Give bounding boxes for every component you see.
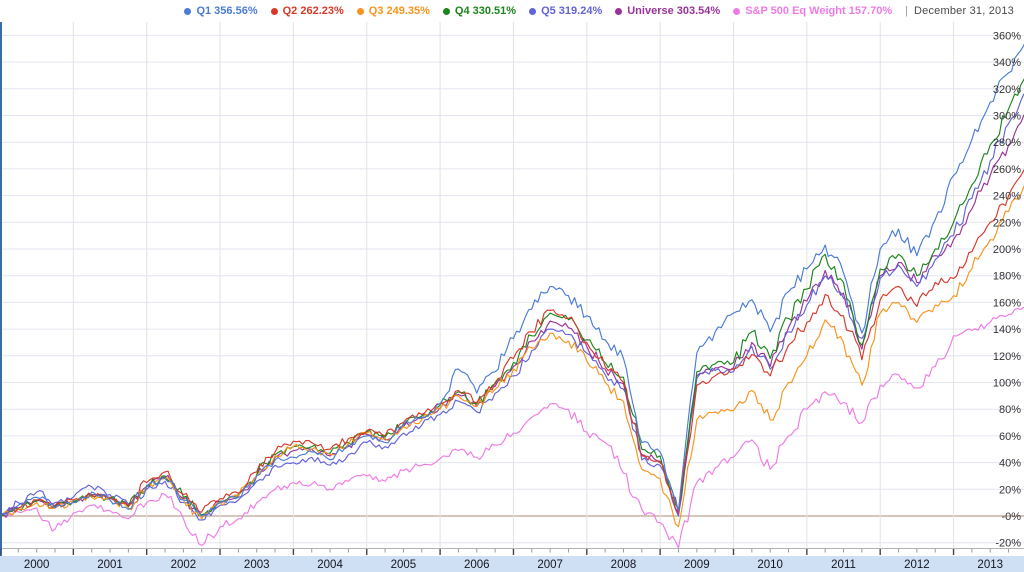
legend-dot-icon xyxy=(615,7,623,15)
series-line-s-p-500-eq-weight xyxy=(0,306,1024,549)
x-axis-year-label: 2009 xyxy=(684,559,710,571)
y-axis-tick-label: 80% xyxy=(999,404,1021,416)
legend-dot-icon xyxy=(184,7,192,15)
y-axis-tick-label: 180% xyxy=(993,271,1021,283)
x-axis-year-label: 2013 xyxy=(977,559,1003,571)
y-axis-tick-label: 360% xyxy=(993,30,1021,42)
y-axis-tick-label: 140% xyxy=(993,324,1021,336)
legend-item-q1[interactable]: Q1 356.56% xyxy=(184,5,258,17)
legend-dot-icon xyxy=(442,7,450,15)
as-of-date-label: December 31, 2013 xyxy=(913,5,1014,17)
y-axis-tick-label: 60% xyxy=(999,431,1021,443)
legend-dot-icon xyxy=(529,7,537,15)
y-axis-tick-label: 300% xyxy=(993,111,1021,123)
series-line-q3 xyxy=(0,185,1024,528)
x-axis-year-label: 2004 xyxy=(317,559,343,571)
x-axis-year-label: 2012 xyxy=(904,559,930,571)
series-line-q1 xyxy=(0,43,1024,517)
y-axis-tick-label: 320% xyxy=(993,84,1021,96)
legend-item-label: Q1 356.56% xyxy=(196,5,258,17)
legend-item-s-p-500-eq-weight[interactable]: S&P 500 Eq Weight 157.70% xyxy=(733,5,892,17)
y-axis-tick-label: 340% xyxy=(993,57,1021,69)
series-line-q5 xyxy=(0,92,1024,521)
legend-item-label: Q4 330.51% xyxy=(454,5,517,17)
legend-item-universe[interactable]: Universe 303.54% xyxy=(615,5,720,17)
y-axis-tick-label: 200% xyxy=(993,244,1021,256)
x-axis-year-label: 2010 xyxy=(757,559,783,571)
legend-dot-icon xyxy=(733,7,741,15)
y-axis-tick-label: 100% xyxy=(993,378,1021,390)
y-axis-tick-label: 40% xyxy=(999,458,1021,470)
y-axis-tick-label: 20% xyxy=(999,484,1021,496)
legend-dot-icon xyxy=(356,7,364,15)
legend-item-label: S&P 500 Eq Weight 157.70% xyxy=(745,5,893,17)
x-axis-year-label: 2002 xyxy=(171,559,197,571)
x-axis-year-label: 2003 xyxy=(244,559,270,571)
x-axis-year-label: 2001 xyxy=(97,559,123,571)
y-axis-tick-label: 160% xyxy=(993,297,1021,309)
x-axis-year-label: 2007 xyxy=(537,559,563,571)
y-axis-tick-label: 280% xyxy=(993,137,1021,149)
y-axis-tick-label: 120% xyxy=(993,351,1021,363)
as-of-date: | December 31, 2013 xyxy=(905,5,1014,17)
legend-item-q2[interactable]: Q2 262.23% xyxy=(270,5,344,17)
legend-item-q4[interactable]: Q4 330.51% xyxy=(442,5,517,17)
x-axis-year-label: 2006 xyxy=(464,559,490,571)
x-axis-band xyxy=(0,556,1024,572)
y-axis-tick-label: -0% xyxy=(1001,511,1021,523)
series-lines xyxy=(0,43,1024,549)
legend-item-label: Q3 249.35% xyxy=(368,5,430,17)
legend-item-q5[interactable]: Q5 319.24% xyxy=(529,5,602,17)
legend-dot-icon xyxy=(270,7,278,15)
legend-item-q3[interactable]: Q3 249.35% xyxy=(356,5,430,17)
legend-item-label: Q2 262.23% xyxy=(282,5,344,17)
y-axis-tick-label: 260% xyxy=(993,164,1021,176)
x-axis-year-label: 2008 xyxy=(611,559,637,571)
y-axis-tick-label: 220% xyxy=(993,217,1021,229)
chart-legend: Q1 356.56% Q2 262.23% Q3 249.35% Q4 330.51%… xyxy=(184,1,1014,21)
legend-item-label: Q5 319.24% xyxy=(541,5,603,17)
y-axis-tick-label: 240% xyxy=(993,191,1021,203)
series-line-q2 xyxy=(0,169,1024,518)
x-axis-year-label: 2005 xyxy=(391,559,417,571)
legend-separator: | xyxy=(905,5,908,17)
legend-item-label: Universe 303.54% xyxy=(627,5,721,17)
x-axis-year-label: 2011 xyxy=(831,559,856,571)
x-axis-year-label: 2000 xyxy=(24,559,50,571)
y-axis-tick-label: -20% xyxy=(995,538,1021,550)
